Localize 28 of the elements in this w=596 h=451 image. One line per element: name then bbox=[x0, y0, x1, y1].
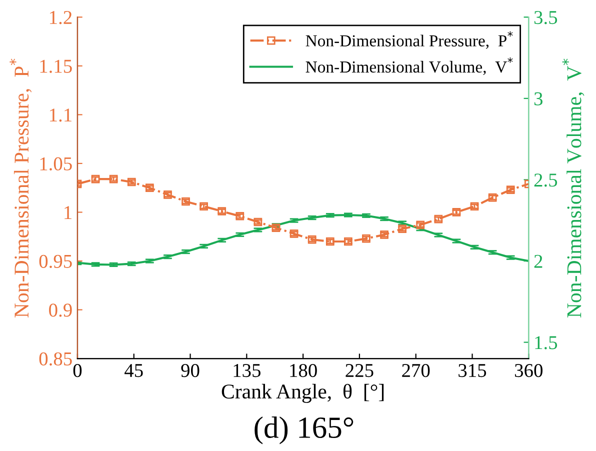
x-tick-label: 0 bbox=[73, 364, 82, 378]
y2-tick-label: 2.5 bbox=[534, 174, 558, 187]
x-tick-label: 45 bbox=[124, 364, 143, 378]
legend-label: Non-Dimensional Volume, V$^{*}$ bbox=[306, 57, 513, 76]
legend-label: Non-Dimensional Pressure, P$^{*}$ bbox=[306, 31, 513, 49]
x-tick-label: 270 bbox=[402, 364, 430, 378]
y-tick-label: 1 bbox=[64, 206, 72, 219]
y-tick-label: 1.2 bbox=[50, 11, 72, 24]
y-tick-label: 0.95 bbox=[39, 254, 72, 268]
x-tick-label: 90 bbox=[181, 364, 200, 378]
y-tick-label: 0.9 bbox=[49, 304, 72, 317]
y-tick-label: 1.1 bbox=[50, 108, 72, 122]
x-tick-label: 360 bbox=[515, 364, 542, 378]
x-tick-label: 135 bbox=[234, 364, 260, 378]
x-tick-label: 180 bbox=[290, 364, 317, 378]
y-axis-title: Non-Dimensional Pressure, P$^{*}$ bbox=[10, 58, 32, 318]
x-tick-label: 225 bbox=[346, 364, 374, 378]
y2-tick-label: 2 bbox=[534, 254, 542, 268]
x-tick-label: 315 bbox=[458, 364, 486, 378]
y2-axis-title: Non-Dimensional Volume, V$^{*}$ bbox=[562, 58, 584, 318]
x-axis-title: Crank Angle, θ [°] bbox=[222, 384, 384, 403]
y2-tick-label: 3 bbox=[534, 92, 542, 106]
text: (d) 165° bbox=[254, 416, 354, 444]
y2-tick-label: 1.5 bbox=[535, 336, 558, 350]
y-tick-label: 0.85 bbox=[39, 352, 72, 366]
y-tick-label: 1.05 bbox=[40, 157, 72, 170]
y-tick-label: 1.15 bbox=[40, 60, 72, 73]
y2-tick-label: 3.5 bbox=[534, 11, 558, 24]
